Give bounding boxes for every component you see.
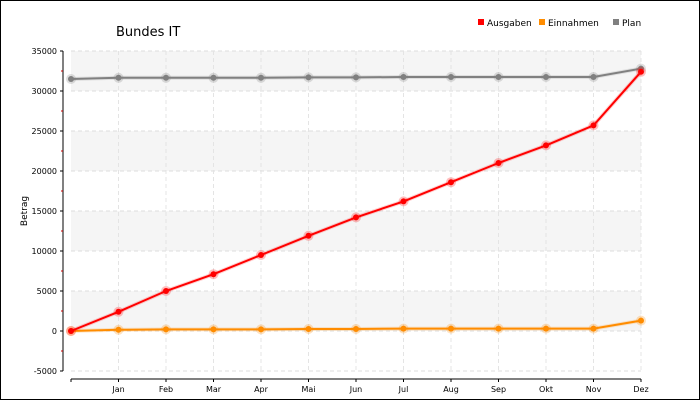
x-tick-label: Jun — [349, 385, 363, 394]
y-tick-label: 25000 — [32, 127, 57, 136]
x-tick-label: Apr — [254, 385, 269, 394]
x-tick-label: Feb — [159, 385, 173, 394]
data-point — [68, 76, 74, 82]
plot-band — [71, 51, 641, 91]
x-tick-label: Aug — [443, 385, 459, 394]
y-tick-label: 35000 — [32, 47, 57, 56]
data-point — [210, 326, 217, 333]
x-tick-label: Jan — [111, 385, 124, 394]
legend-label-plan: Plan — [622, 19, 641, 29]
data-point — [115, 74, 122, 81]
legend-label-einnahmen: Einnahmen — [548, 19, 599, 29]
data-point — [495, 160, 502, 166]
data-point — [258, 252, 264, 258]
data-point — [495, 325, 502, 332]
data-point — [258, 74, 264, 81]
data-point — [590, 122, 597, 129]
data-point — [353, 214, 359, 221]
y-tick-label: 5000 — [37, 287, 57, 296]
data-point — [305, 74, 312, 81]
data-point — [543, 325, 549, 332]
data-point — [353, 326, 359, 332]
data-point — [448, 179, 454, 186]
data-point — [590, 74, 597, 80]
x-tick-label: Jul — [398, 385, 409, 394]
data-point — [163, 288, 169, 294]
data-point — [115, 326, 122, 333]
data-point — [258, 326, 264, 333]
data-point — [495, 74, 502, 80]
y-tick-labels: -5000 0 5000 10000 15000 20000 25000 30000 35000 — [32, 47, 57, 376]
legend-label-ausgaben: Ausgaben — [487, 19, 532, 29]
data-point — [210, 271, 217, 278]
data-point — [638, 317, 644, 324]
data-point — [590, 325, 597, 332]
y-tick-label: 20000 — [32, 167, 57, 176]
x-tick-label: Nov — [586, 385, 602, 394]
legend-swatch-ausgaben — [478, 19, 484, 25]
data-point — [448, 74, 454, 80]
data-point — [305, 232, 312, 239]
data-point — [163, 74, 169, 81]
data-point — [543, 142, 549, 149]
y-axis-title: Betrag — [20, 196, 30, 226]
data-point — [68, 328, 74, 334]
x-tick-label: Okt — [539, 385, 553, 394]
legend: Ausgaben Einnahmen Plan — [478, 19, 641, 29]
data-point — [543, 74, 549, 80]
x-tick-label: Sep — [491, 385, 506, 394]
data-point — [400, 198, 407, 205]
chart-title: Bundes IT — [116, 25, 180, 40]
data-point — [448, 325, 454, 332]
y-tick-label: -5000 — [34, 367, 57, 376]
data-point — [115, 308, 122, 315]
data-point — [638, 68, 644, 75]
series-layer — [66, 63, 646, 336]
y-tick-label: 30000 — [32, 87, 57, 96]
axes — [60, 50, 642, 382]
x-tick-label: Mai — [301, 385, 315, 394]
legend-swatch-plan — [613, 19, 619, 25]
data-point — [305, 326, 312, 332]
data-point — [353, 74, 359, 81]
y-tick-label: 10000 — [32, 247, 57, 256]
data-point — [210, 74, 217, 81]
legend-swatch-einnahmen — [539, 19, 545, 25]
y-tick-label: 15000 — [32, 207, 57, 216]
x-tick-label: Dez — [633, 385, 648, 394]
y-tick-label: 0 — [52, 327, 57, 336]
data-point — [163, 326, 169, 333]
x-tick-label: Mar — [206, 385, 222, 394]
x-tick-labels: Jan Feb Mar Apr Mai Jun Jul Aug Sep Okt Nov Dez — [111, 385, 648, 394]
data-point — [400, 74, 407, 80]
data-point — [400, 325, 407, 332]
